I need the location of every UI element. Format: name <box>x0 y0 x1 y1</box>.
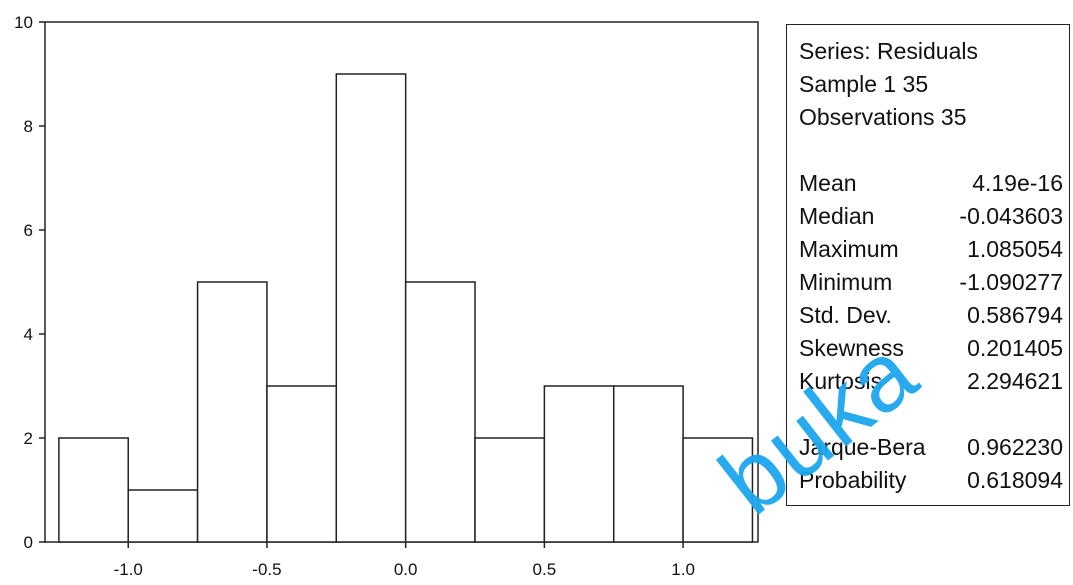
stat-label: Probability <box>799 467 907 493</box>
y-tick-label: 0 <box>24 533 33 552</box>
histogram-bar-3 <box>266 385 338 543</box>
stat-value: 1.085054 <box>967 236 1063 262</box>
stat-label: Maximum <box>799 236 899 262</box>
statistics-panel: Series: Residuals Sample 1 35 Observatio… <box>786 24 1070 506</box>
histogram-bar-7 <box>543 385 615 543</box>
stat-label: Kurtosis <box>799 368 883 394</box>
stat-row-skewness: Skewness 0.201405 <box>799 332 1063 365</box>
x-tick-label: -0.5 <box>252 560 281 579</box>
stat-row-mean: Mean 4.19e-16 <box>799 167 1063 200</box>
histogram-bar-4 <box>335 73 407 543</box>
series-label: Series: Residuals <box>799 38 978 64</box>
stat-label: Minimum <box>799 269 893 295</box>
histogram-bars <box>58 73 754 543</box>
histogram-bar-6 <box>474 437 546 543</box>
y-tick-label: 10 <box>14 13 33 32</box>
stat-label: Std. Dev. <box>799 302 892 328</box>
observations-label: Observations 35 <box>799 104 967 130</box>
stat-row-minimum: Minimum -1.090277 <box>799 266 1063 299</box>
series-info: Series: Residuals Sample 1 35 Observatio… <box>799 35 1063 134</box>
stat-label: Skewness <box>799 335 904 361</box>
stat-label: Mean <box>799 170 857 196</box>
y-tick-label: 8 <box>24 117 33 136</box>
x-tick-label: 0.0 <box>394 560 418 579</box>
histogram-bar-2 <box>196 281 268 543</box>
y-tick-label: 6 <box>24 221 33 240</box>
stat-row-probability: Probability 0.618094 <box>799 464 1063 497</box>
stat-row-maximum: Maximum 1.085054 <box>799 233 1063 266</box>
stat-row-median: Median -0.043603 <box>799 200 1063 233</box>
histogram-bar-9 <box>682 437 754 543</box>
stat-value: 0.618094 <box>967 467 1063 493</box>
stat-label: Jarque-Bera <box>799 434 926 460</box>
stat-row-kurtosis: Kurtosis 2.294621 <box>799 365 1063 398</box>
y-tick-label: 2 <box>24 429 33 448</box>
stat-value: -1.090277 <box>959 269 1063 295</box>
x-axis: -1.0 -0.5 0.0 0.5 1.0 <box>114 542 695 579</box>
y-axis: 0 2 4 6 8 10 <box>14 13 45 552</box>
stat-value: 0.586794 <box>967 302 1063 328</box>
stat-value: -0.043603 <box>959 203 1063 229</box>
stat-value: 4.19e-16 <box>972 170 1063 196</box>
histogram-bar-5 <box>404 281 476 543</box>
stat-row-std-dev: Std. Dev. 0.586794 <box>799 299 1063 332</box>
x-tick-label: -1.0 <box>114 560 143 579</box>
stat-value: 0.962230 <box>967 434 1063 460</box>
stat-label: Median <box>799 203 875 229</box>
histogram-bar-1 <box>127 489 199 543</box>
stat-value: 0.201405 <box>967 335 1063 361</box>
x-tick-label: 1.0 <box>671 560 695 579</box>
histogram-bar-0 <box>58 437 129 543</box>
histogram-bar-8 <box>612 385 684 543</box>
stat-row-jarque-bera: Jarque-Bera 0.962230 <box>799 431 1063 464</box>
x-tick-label: 0.5 <box>533 560 557 579</box>
y-tick-label: 4 <box>24 325 33 344</box>
sample-label: Sample 1 35 <box>799 71 929 97</box>
stat-value: 2.294621 <box>967 368 1063 394</box>
